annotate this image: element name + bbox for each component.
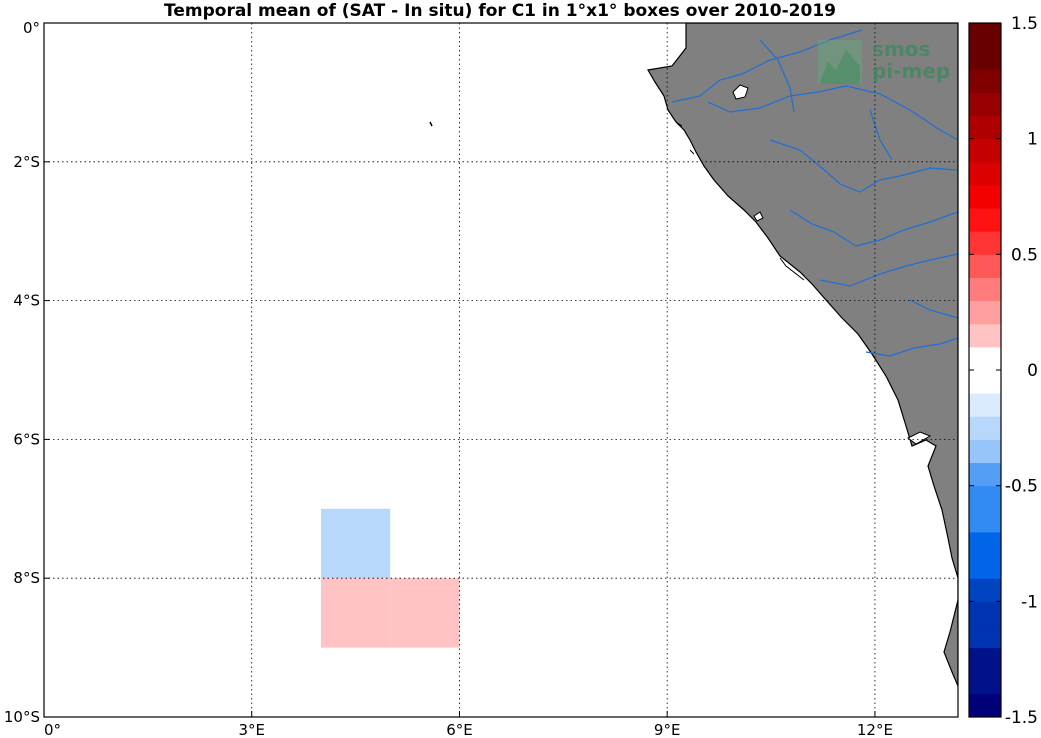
y-tick-label: 2°S bbox=[13, 153, 40, 171]
logo-line-1: smos bbox=[872, 37, 930, 61]
data-box bbox=[44, 578, 114, 648]
colorbar-segment bbox=[969, 485, 1001, 510]
colorbar-segment bbox=[969, 393, 1001, 417]
colorbar-segment bbox=[969, 161, 1001, 186]
colorbar-segment bbox=[969, 346, 1001, 371]
colorbar-segment bbox=[969, 277, 1001, 302]
y-tick-label: 4°S bbox=[13, 292, 40, 310]
colorbar-tick-label: -0.5 bbox=[1005, 477, 1038, 497]
colorbar-ticks: 1.5 1 0.5 0 -0.5 -1 -1.5 bbox=[969, 14, 1038, 728]
smos-pi-mep-logo: smos pi-mep bbox=[818, 37, 950, 84]
colorbar-segment bbox=[969, 670, 1001, 695]
land-mass bbox=[429, 23, 958, 687]
logo-line-2: pi-mep bbox=[872, 59, 950, 83]
colorbar-segment bbox=[969, 231, 1001, 255]
y-tick-label: 10°S bbox=[4, 708, 40, 726]
colorbar-tick-label: 1 bbox=[1027, 130, 1038, 150]
colorbar-segment bbox=[969, 416, 1001, 440]
data-box bbox=[251, 508, 321, 579]
map-plot-area: smos pi-mep bbox=[44, 23, 958, 717]
x-tick-label: 9°E bbox=[654, 721, 681, 738]
rivers bbox=[671, 29, 958, 357]
colorbar-segment bbox=[969, 601, 1001, 625]
data-boxes bbox=[44, 300, 460, 648]
colorbar-segment bbox=[969, 462, 1001, 487]
x-axis-ticks: 0° 3°E 6°E 9°E 12°E bbox=[43, 711, 893, 738]
map-gridlines bbox=[44, 23, 958, 717]
colorbar-segment bbox=[969, 578, 1001, 602]
data-box bbox=[320, 578, 391, 648]
colorbar-segment bbox=[969, 555, 1001, 579]
x-tick-label: 12°E bbox=[857, 721, 893, 738]
colorbar-segment bbox=[969, 92, 1001, 117]
colorbar-segment bbox=[969, 23, 1001, 47]
map-title: Temporal mean of (SAT - In situ) for C1 … bbox=[164, 1, 836, 21]
colorbar bbox=[969, 23, 1001, 718]
colorbar-segment bbox=[969, 531, 1001, 556]
colorbar-tick-label: 0.5 bbox=[1011, 245, 1038, 265]
colorbar-segment bbox=[969, 647, 1001, 672]
colorbar-segment bbox=[969, 323, 1001, 348]
colorbar-segment bbox=[969, 624, 1001, 649]
coastline-detail bbox=[675, 121, 805, 281]
data-box bbox=[390, 578, 460, 648]
y-axis-ticks: 0° 2°S 4°S 6°S 8°S 10°S bbox=[4, 19, 50, 726]
data-box bbox=[113, 300, 183, 370]
colorbar-segment bbox=[969, 439, 1001, 464]
colorbar-tick-label: 1.5 bbox=[1011, 14, 1038, 34]
data-box bbox=[320, 508, 391, 579]
y-tick-label: 8°S bbox=[13, 569, 40, 587]
colorbar-segment bbox=[969, 370, 1001, 394]
x-tick-label: 0° bbox=[44, 721, 61, 738]
colorbar-segment bbox=[969, 508, 1001, 533]
colorbar-segment bbox=[969, 208, 1001, 232]
colorbar-segment bbox=[969, 69, 1001, 93]
colorbar-segment bbox=[969, 300, 1001, 325]
colorbar-tick-label: 0 bbox=[1027, 361, 1038, 381]
colorbar-tick-label: -1.5 bbox=[1005, 708, 1038, 728]
x-tick-label: 3°E bbox=[238, 721, 265, 738]
colorbar-segment bbox=[969, 138, 1001, 163]
colorbar-segment bbox=[969, 254, 1001, 278]
colorbar-segment bbox=[969, 184, 1001, 209]
colorbar-tick-label: -1 bbox=[1021, 592, 1038, 612]
data-box bbox=[251, 439, 321, 509]
colorbar-segment bbox=[969, 46, 1001, 70]
colorbar-segment bbox=[969, 693, 1001, 718]
y-tick-label: 0° bbox=[23, 19, 40, 37]
data-box bbox=[182, 439, 252, 509]
colorbar-segment bbox=[969, 115, 1001, 140]
y-tick-label: 6°S bbox=[13, 430, 40, 448]
x-tick-label: 6°E bbox=[446, 721, 473, 738]
plot-frame bbox=[43, 22, 959, 718]
